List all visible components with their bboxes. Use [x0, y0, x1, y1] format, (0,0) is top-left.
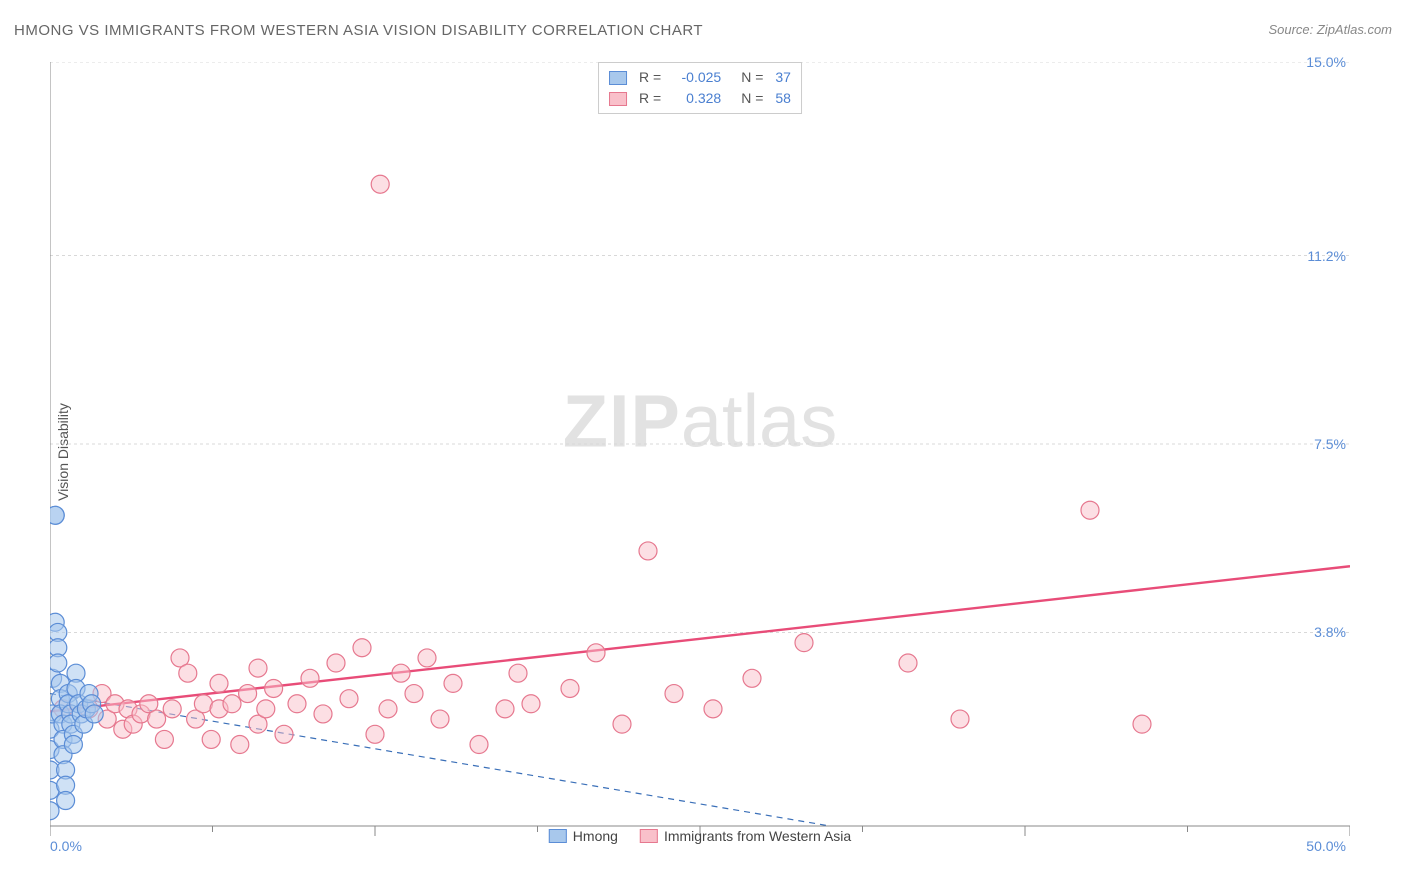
- legend-swatch: [609, 71, 627, 85]
- y-tick-label: 3.8%: [1314, 624, 1346, 640]
- x-tick-label: 0.0%: [50, 838, 82, 854]
- y-tick-label: 15.0%: [1306, 54, 1346, 70]
- legend-n-label: N =: [741, 88, 763, 109]
- legend-correlation-row: R = -0.025 N = 37: [609, 67, 791, 88]
- legend-n-value: 58: [775, 88, 791, 109]
- legend-n-label: N =: [741, 67, 763, 88]
- legend-swatch: [609, 92, 627, 106]
- legend-n-value: 37: [775, 67, 791, 88]
- y-tick-label: 11.2%: [1307, 248, 1346, 264]
- legend-r-label: R =: [639, 67, 661, 88]
- legend-series-label: Hmong: [573, 828, 618, 844]
- chart-source: Source: ZipAtlas.com: [1268, 22, 1392, 37]
- y-tick-label: 7.5%: [1314, 436, 1346, 452]
- legend-series-item: Immigrants from Western Asia: [640, 828, 851, 844]
- legend-swatch: [549, 829, 567, 843]
- legend-r-value: -0.025: [673, 67, 721, 88]
- legend-series-item: Hmong: [549, 828, 618, 844]
- chart-area: Vision Disability ZIPatlas R =-0.025N =3…: [50, 62, 1350, 842]
- legend-swatch: [640, 829, 658, 843]
- legend-r-label: R =: [639, 88, 661, 109]
- legend-series: Hmong Immigrants from Western Asia: [549, 828, 851, 844]
- legend-correlation: R = -0.025 N = 37 R = 0.328 N = 58: [598, 62, 802, 114]
- x-tick-label: 50.0%: [1306, 838, 1346, 854]
- chart-title: HMONG VS IMMIGRANTS FROM WESTERN ASIA VI…: [14, 22, 703, 39]
- legend-series-label: Immigrants from Western Asia: [664, 828, 851, 844]
- legend-correlation-row: R = 0.328 N = 58: [609, 88, 791, 109]
- scatter-chart: [50, 62, 1350, 842]
- legend-r-value: 0.328: [673, 88, 721, 109]
